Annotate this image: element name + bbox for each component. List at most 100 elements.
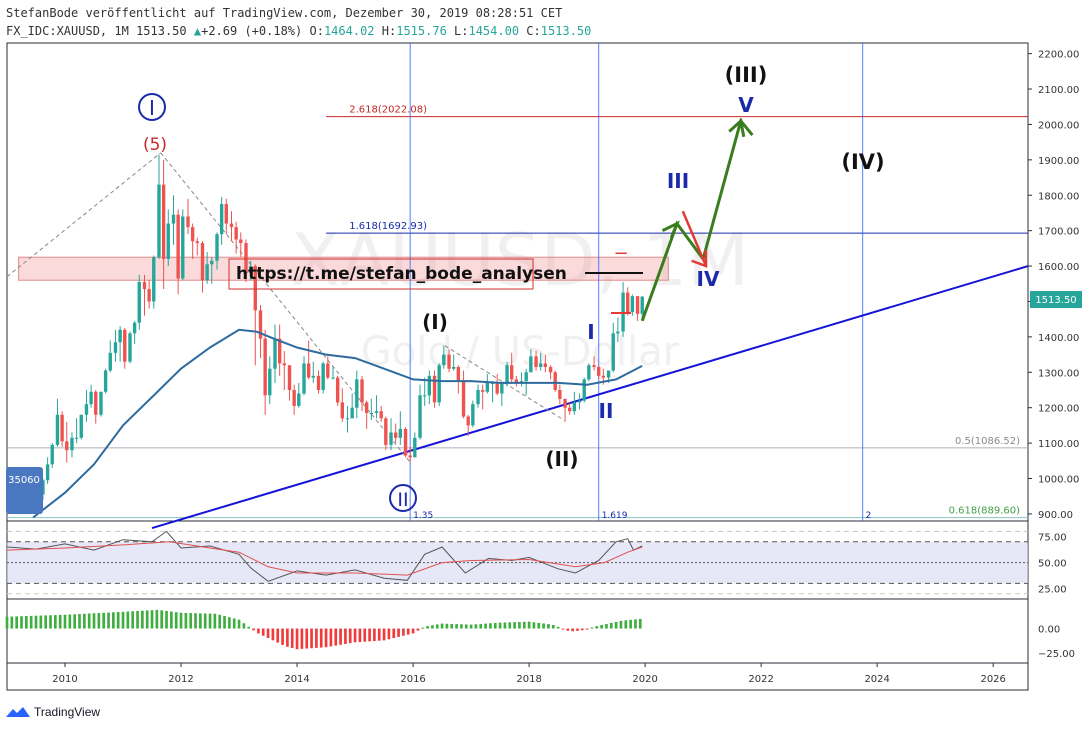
candle-body bbox=[176, 214, 180, 279]
oscillator-bar bbox=[242, 623, 246, 629]
wave-III-paren-label: (III) bbox=[725, 63, 768, 87]
candle-body bbox=[626, 292, 630, 313]
high-label: H: bbox=[381, 24, 397, 38]
oscillator-bar bbox=[116, 612, 120, 629]
rsi-tick-label: 75.00 bbox=[1038, 533, 1067, 544]
candle-body bbox=[597, 366, 601, 376]
candle-body bbox=[302, 363, 306, 394]
telegram-link[interactable]: https://t.me/stefan_bode_analysen bbox=[236, 264, 567, 284]
forecast-arrowhead-2 bbox=[728, 117, 746, 138]
oscillator-bar bbox=[34, 615, 38, 629]
candle-body bbox=[79, 414, 83, 438]
price-tick-label: 1400.00 bbox=[1038, 333, 1079, 344]
year-tick-label: 2014 bbox=[284, 674, 309, 685]
footer-brand[interactable]: TradingView bbox=[34, 705, 101, 719]
oscillator-bar bbox=[445, 623, 449, 629]
oscillator-bar bbox=[126, 611, 130, 629]
oscillator-bar bbox=[10, 616, 14, 629]
oscillator-bar bbox=[189, 613, 193, 629]
candle-body bbox=[524, 372, 528, 382]
candle-body bbox=[234, 227, 238, 240]
oscillator-bar bbox=[411, 628, 415, 634]
candle-body bbox=[413, 437, 417, 458]
oscillator-bar bbox=[605, 623, 608, 629]
oscillator-bar bbox=[489, 623, 492, 629]
oscillator-bar bbox=[247, 626, 251, 629]
left-badge[interactable] bbox=[6, 467, 43, 514]
oscillator-bar bbox=[431, 625, 434, 629]
candle-body bbox=[65, 441, 69, 451]
watermark-name: Gold / US-Dollar bbox=[361, 329, 680, 375]
low-value: 1454.00 bbox=[468, 24, 520, 38]
candle-body bbox=[476, 389, 480, 405]
candle-body bbox=[103, 370, 108, 392]
oscillator-bar bbox=[223, 615, 226, 629]
oscillator-bar bbox=[68, 614, 72, 629]
oscillator-bar bbox=[624, 620, 628, 629]
publish-line: StefanBode veröffentlicht auf TradingVie… bbox=[6, 6, 563, 20]
oscillator-bar bbox=[571, 628, 574, 632]
candle-body bbox=[606, 370, 611, 378]
candle-body bbox=[422, 395, 427, 397]
fib-label: 1.618(1692.93) bbox=[349, 221, 427, 232]
oscillator-bar bbox=[174, 612, 178, 629]
oscillator-bar bbox=[551, 624, 555, 629]
oscillator-bar bbox=[609, 622, 613, 629]
oscillator-bar bbox=[406, 628, 410, 635]
oscillator-bar bbox=[319, 628, 323, 648]
candle-body bbox=[137, 282, 141, 323]
candle-body bbox=[568, 407, 572, 412]
year-tick-label: 2026 bbox=[980, 674, 1005, 685]
oscillator-bar bbox=[44, 615, 48, 629]
candle-body bbox=[630, 296, 635, 313]
oscillator-bar bbox=[392, 628, 396, 639]
wave-I-circle-ring bbox=[138, 93, 166, 121]
wave-dashed-line bbox=[160, 152, 411, 463]
candle-body bbox=[306, 363, 311, 378]
open-label: O: bbox=[309, 24, 324, 38]
wave-5-label: (5) bbox=[143, 135, 167, 155]
candle-body bbox=[495, 382, 499, 394]
oscillator-bar bbox=[97, 613, 101, 629]
candle-body bbox=[331, 377, 335, 379]
oscillator-bar bbox=[373, 628, 376, 642]
candle-body bbox=[510, 365, 514, 380]
candle-body bbox=[50, 444, 54, 465]
candle-body bbox=[543, 363, 548, 367]
osc-axis: 0.00 −25.00 bbox=[1038, 625, 1075, 661]
candle-body bbox=[205, 264, 209, 281]
candle-body bbox=[505, 365, 509, 383]
oscillator-bar bbox=[63, 614, 67, 629]
oscillator-bar bbox=[237, 619, 241, 629]
oscillator-bar bbox=[450, 623, 454, 629]
oscillator-bar bbox=[165, 610, 168, 629]
link-box[interactable] bbox=[228, 258, 534, 290]
moving-average-group bbox=[32, 328, 643, 519]
price-tick-label: 1100.00 bbox=[1038, 439, 1079, 450]
rsi-tick-label: 25.00 bbox=[1038, 585, 1067, 596]
oscillator-bar bbox=[310, 628, 313, 649]
oscillator-bar bbox=[397, 628, 400, 637]
oscillator-bar bbox=[619, 620, 623, 629]
last-price-badge bbox=[1030, 291, 1082, 308]
oscillator-bar bbox=[416, 628, 420, 631]
price-tick-label: 1800.00 bbox=[1038, 191, 1079, 202]
candle-body bbox=[45, 464, 50, 481]
oscillator-bar bbox=[20, 616, 23, 629]
price-tick-label: 1300.00 bbox=[1038, 368, 1079, 379]
oscillator-bar bbox=[527, 621, 531, 629]
candle-body bbox=[287, 365, 292, 390]
oscillator-bar bbox=[218, 614, 222, 629]
candle-body bbox=[94, 391, 98, 415]
oscillator-bar bbox=[170, 611, 173, 629]
oscillator-bar bbox=[179, 612, 183, 629]
oscillator-bar bbox=[290, 628, 294, 648]
candle-body bbox=[161, 184, 166, 259]
oscillator-bar bbox=[228, 617, 231, 629]
oscillator-bar bbox=[271, 628, 275, 641]
fib-levels-group: 2.618(2022.08) 1.618(1692.93) 0.5(1086.52)… bbox=[7, 105, 1028, 519]
close-value: 1513.50 bbox=[540, 24, 592, 38]
candle-body bbox=[316, 375, 321, 390]
wave-II-paren-label: (II) bbox=[545, 447, 578, 471]
